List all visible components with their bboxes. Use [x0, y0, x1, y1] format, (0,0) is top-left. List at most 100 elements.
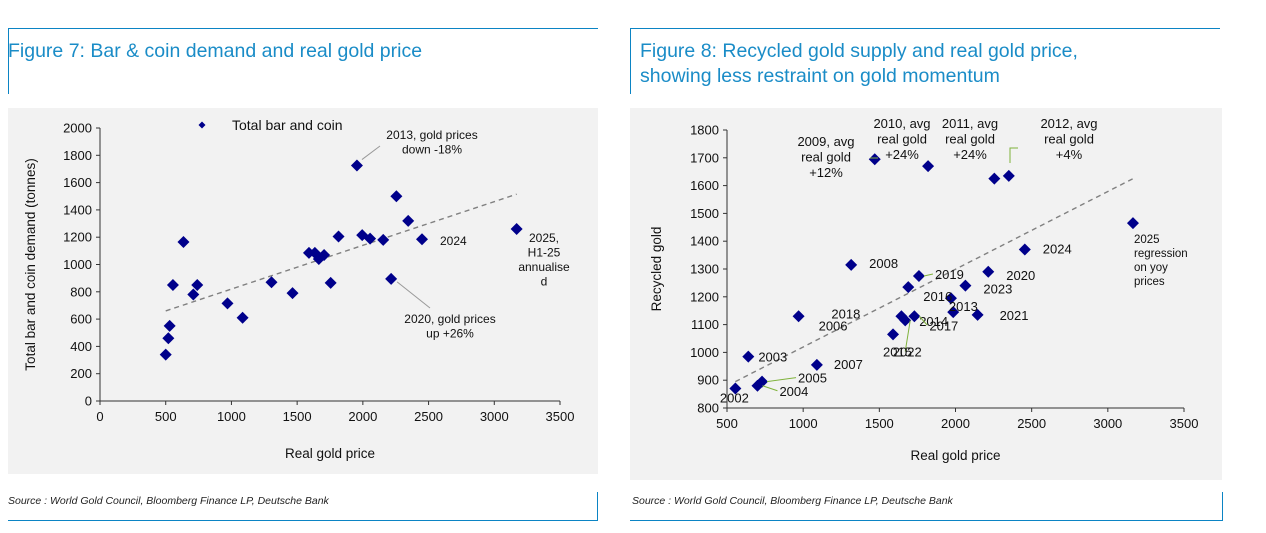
x-tick-label: 1000: [217, 409, 246, 424]
data-point: [187, 288, 200, 301]
data-point: [868, 153, 881, 166]
x-tick-label: 2500: [1017, 416, 1046, 431]
y-tick-label: 1400: [690, 234, 719, 249]
annotation-2011: +24%: [953, 147, 987, 162]
point-label-2021: 2021: [1000, 308, 1029, 323]
annotation-2009: real gold: [801, 150, 851, 165]
figure-7-scatter-chart: 0 200 400 600 800 1000 1200 1400 1600 1800 2000 0 50…: [23, 117, 575, 461]
x-tick-label: 3000: [1093, 416, 1122, 431]
y-tick-label: 200: [70, 366, 92, 381]
leader-line-2020: [396, 281, 431, 309]
figure-8-title-line-2: showing less restraint on gold momentum: [640, 65, 1000, 87]
x-tick-label: 3500: [546, 409, 575, 424]
data-point: [912, 269, 925, 282]
x-tick-label: 0: [96, 409, 103, 424]
title-top-rule: [8, 28, 598, 29]
figure-8-panel: Figure 8: Recycled gold supply and real …: [626, 0, 1236, 533]
y-tick-label: 900: [697, 373, 719, 388]
point-label-2019: 2019: [935, 267, 964, 282]
x-tick-label: 1000: [789, 416, 818, 431]
x-axis-label: Real gold price: [285, 446, 375, 461]
y-tick-label: 1600: [63, 175, 92, 190]
y-axis-label: Total bar and coin demand (tonnes): [23, 158, 38, 370]
bottom-rule: [8, 520, 598, 521]
data-point: [416, 233, 428, 246]
point-label-2008: 2008: [869, 256, 898, 271]
annotation-2011: real gold: [945, 132, 995, 147]
label-leader-2005: [766, 377, 797, 383]
annotation-2025: regression: [1134, 248, 1188, 260]
annotation-2010: 2010, avg: [873, 116, 930, 131]
data-point: [332, 230, 345, 243]
data-point: [402, 214, 415, 227]
x-tick-label: 2000: [348, 409, 377, 424]
data-point: [286, 287, 299, 300]
annotation-2025: 2025: [1134, 234, 1160, 246]
y-tick-label: 800: [697, 401, 719, 416]
data-point: [308, 246, 321, 259]
annotation-2020: 2020, gold prices: [404, 312, 495, 326]
x-tick-label: 1500: [865, 416, 894, 431]
x-tick-label: 3500: [1170, 416, 1199, 431]
x-tick-label: 1500: [283, 409, 312, 424]
annotation-2025: d: [541, 275, 548, 289]
annotation-2012: real gold: [1044, 132, 1094, 147]
annotation-2009: 2009, avg: [797, 134, 854, 149]
y-tick-label: 1300: [690, 262, 719, 277]
y-tick-label: 1500: [690, 206, 719, 221]
point-label-2023: 2023: [983, 282, 1012, 297]
legend-label: Total bar and coin: [232, 117, 343, 133]
data-point: [1018, 243, 1031, 256]
data-point: [350, 159, 363, 172]
data-point: [959, 279, 972, 292]
data-point: [729, 382, 742, 395]
y-axis-label: Recycled gold: [649, 227, 664, 312]
y-tick-label: 1100: [691, 317, 719, 332]
annotation-2025: on yoy: [1134, 262, 1168, 274]
title-left-rule: [630, 28, 631, 94]
data-point: [221, 297, 234, 310]
legend-marker: [198, 121, 206, 129]
data-point: [265, 276, 278, 289]
y-tick-label: 400: [70, 339, 92, 354]
point-label-2017: 2017: [929, 318, 958, 333]
data-point: [163, 319, 176, 332]
annotation-2009: +12%: [809, 165, 843, 180]
x-axis-label: Real gold price: [910, 448, 1000, 463]
figure-7-panel: Figure 7: Bar & coin demand and real gol…: [0, 0, 610, 533]
point-label-2014: 2014: [919, 314, 948, 329]
y-tick-label: 0: [85, 394, 92, 409]
y-tick-label: 1000: [63, 257, 92, 272]
data-point: [922, 160, 935, 173]
data-point: [751, 379, 764, 392]
data-point: [887, 328, 900, 341]
annotation-2012: +4%: [1056, 147, 1083, 162]
data-point: [1126, 217, 1139, 230]
bottom-right-rule: [597, 492, 598, 521]
point-label-2022: 2022: [893, 344, 922, 359]
data-point: [159, 348, 172, 361]
x-tick-label: 2000: [941, 416, 970, 431]
x-tick-label: 2500: [414, 409, 443, 424]
data-point: [742, 350, 755, 363]
y-tick-label: 1700: [690, 150, 719, 165]
annotation-2024: 2024: [440, 234, 467, 248]
data-point: [947, 306, 960, 319]
data-point: [324, 276, 337, 289]
y-tick-label: 1200: [63, 230, 92, 245]
data-point: [377, 233, 390, 246]
data-point: [162, 332, 175, 345]
point-label-2016: 2016: [923, 289, 952, 304]
data-point: [908, 310, 921, 323]
figure-7-source: Source : World Gold Council, Bloomberg F…: [8, 495, 329, 507]
data-point: [364, 232, 377, 245]
label-leader-2019: [923, 273, 934, 277]
figure-8-title: Figure 8: Recycled gold supply and real …: [640, 39, 1078, 89]
y-tick-label: 600: [70, 312, 92, 327]
data-point: [191, 278, 204, 291]
y-tick-label: 800: [70, 284, 92, 299]
annotation-2025: H1-25: [528, 246, 561, 260]
title-top-rule: [630, 28, 1220, 29]
data-point: [971, 308, 984, 321]
y-tick-label: 1000: [690, 345, 719, 360]
